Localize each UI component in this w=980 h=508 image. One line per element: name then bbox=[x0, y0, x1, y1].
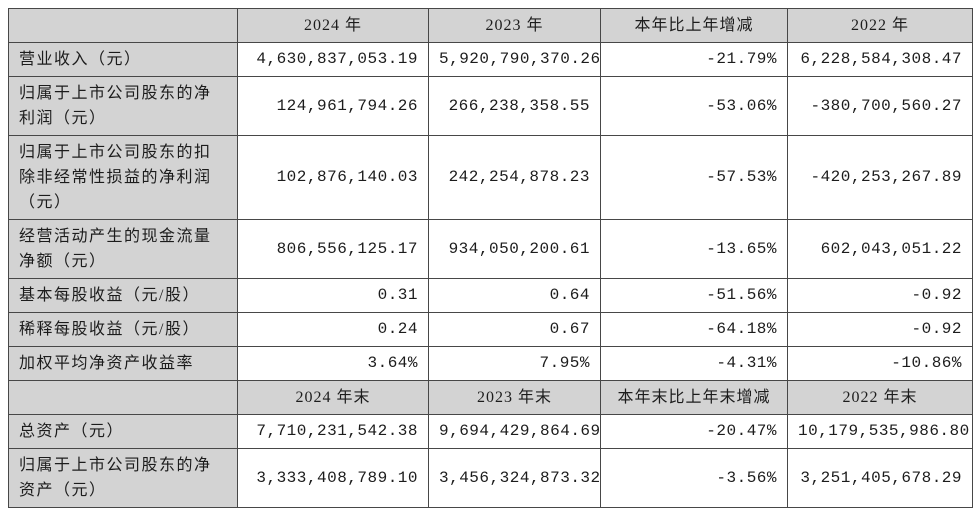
value-cell: 0.24 bbox=[237, 312, 429, 347]
value-cell: 3,456,324,873.32 bbox=[428, 448, 601, 508]
value-cell: 6,228,584,308.47 bbox=[787, 42, 973, 77]
table-row-diluted-eps: 稀释每股收益（元/股） 0.24 0.67 -64.18% -0.92 bbox=[8, 312, 973, 347]
col-header-yoy-change: 本年比上年增减 bbox=[600, 8, 788, 43]
value-cell: -51.56% bbox=[600, 278, 788, 313]
value-cell: 0.64 bbox=[428, 278, 601, 313]
table-row-net-profit: 归属于上市公司股东的净利润（元） 124,961,794.26 266,238,… bbox=[8, 76, 973, 136]
row-label: 归属于上市公司股东的扣除非经常性损益的净利润（元） bbox=[8, 135, 238, 220]
row-label: 总资产（元） bbox=[8, 414, 238, 449]
value-cell: 9,694,429,864.69 bbox=[428, 414, 601, 449]
row-label: 营业收入（元） bbox=[8, 42, 238, 77]
value-cell: 266,238,358.55 bbox=[428, 76, 601, 136]
value-cell: 0.67 bbox=[428, 312, 601, 347]
value-cell: 3.64% bbox=[237, 346, 429, 381]
header-row-annual: 2024 年 2023 年 本年比上年增减 2022 年 bbox=[8, 8, 973, 43]
table-row-weighted-avg-roe: 加权平均净资产收益率 3.64% 7.95% -4.31% -10.86% bbox=[8, 346, 973, 381]
value-cell: 0.31 bbox=[237, 278, 429, 313]
table-row-operating-cash-flow: 经营活动产生的现金流量净额（元） 806,556,125.17 934,050,… bbox=[8, 219, 973, 279]
header-row-yearend: 2024 年末 2023 年末 本年末比上年末增减 2022 年末 bbox=[8, 380, 973, 415]
row-label: 归属于上市公司股东的净资产（元） bbox=[8, 448, 238, 508]
value-cell: 806,556,125.17 bbox=[237, 219, 429, 279]
col-header-2022-end: 2022 年末 bbox=[787, 380, 973, 415]
value-cell: -0.92 bbox=[787, 312, 973, 347]
row-label: 归属于上市公司股东的净利润（元） bbox=[8, 76, 238, 136]
row-label: 稀释每股收益（元/股） bbox=[8, 312, 238, 347]
col-header-2023-end: 2023 年末 bbox=[428, 380, 601, 415]
value-cell: 602,043,051.22 bbox=[787, 219, 973, 279]
value-cell: 4,630,837,053.19 bbox=[237, 42, 429, 77]
value-cell: 102,876,140.03 bbox=[237, 135, 429, 220]
value-cell: -57.53% bbox=[600, 135, 788, 220]
table-row-basic-eps: 基本每股收益（元/股） 0.31 0.64 -51.56% -0.92 bbox=[8, 278, 973, 313]
corner-cell bbox=[8, 8, 238, 43]
col-header-2023: 2023 年 bbox=[428, 8, 601, 43]
value-cell: -3.56% bbox=[600, 448, 788, 508]
value-cell: -4.31% bbox=[600, 346, 788, 381]
table-row-net-assets: 归属于上市公司股东的净资产（元） 3,333,408,789.10 3,456,… bbox=[8, 448, 973, 508]
value-cell: 242,254,878.23 bbox=[428, 135, 601, 220]
row-label: 基本每股收益（元/股） bbox=[8, 278, 238, 313]
value-cell: -420,253,267.89 bbox=[787, 135, 973, 220]
value-cell: 10,179,535,986.80 bbox=[787, 414, 973, 449]
value-cell: -64.18% bbox=[600, 312, 788, 347]
value-cell: -53.06% bbox=[600, 76, 788, 136]
table-row-net-profit-excl-nonrecurring: 归属于上市公司股东的扣除非经常性损益的净利润（元） 102,876,140.03… bbox=[8, 135, 973, 220]
value-cell: -380,700,560.27 bbox=[787, 76, 973, 136]
value-cell: 7.95% bbox=[428, 346, 601, 381]
value-cell: -13.65% bbox=[600, 219, 788, 279]
value-cell: -20.47% bbox=[600, 414, 788, 449]
value-cell: 3,251,405,678.29 bbox=[787, 448, 973, 508]
corner-cell bbox=[8, 380, 238, 415]
value-cell: 124,961,794.26 bbox=[237, 76, 429, 136]
col-header-2022: 2022 年 bbox=[787, 8, 973, 43]
table-row-revenue: 营业收入（元） 4,630,837,053.19 5,920,790,370.2… bbox=[8, 42, 973, 77]
value-cell: -10.86% bbox=[787, 346, 973, 381]
row-label: 经营活动产生的现金流量净额（元） bbox=[8, 219, 238, 279]
value-cell: 934,050,200.61 bbox=[428, 219, 601, 279]
value-cell: 7,710,231,542.38 bbox=[237, 414, 429, 449]
value-cell: -0.92 bbox=[787, 278, 973, 313]
value-cell: -21.79% bbox=[600, 42, 788, 77]
financial-summary-table: 2024 年 2023 年 本年比上年增减 2022 年 营业收入（元） 4,6… bbox=[8, 8, 973, 508]
value-cell: 3,333,408,789.10 bbox=[237, 448, 429, 508]
row-label: 加权平均净资产收益率 bbox=[8, 346, 238, 381]
value-cell: 5,920,790,370.26 bbox=[428, 42, 601, 77]
col-header-2024: 2024 年 bbox=[237, 8, 429, 43]
col-header-yearend-change: 本年末比上年末增减 bbox=[600, 380, 788, 415]
col-header-2024-end: 2024 年末 bbox=[237, 380, 429, 415]
table-row-total-assets: 总资产（元） 7,710,231,542.38 9,694,429,864.69… bbox=[8, 414, 973, 449]
